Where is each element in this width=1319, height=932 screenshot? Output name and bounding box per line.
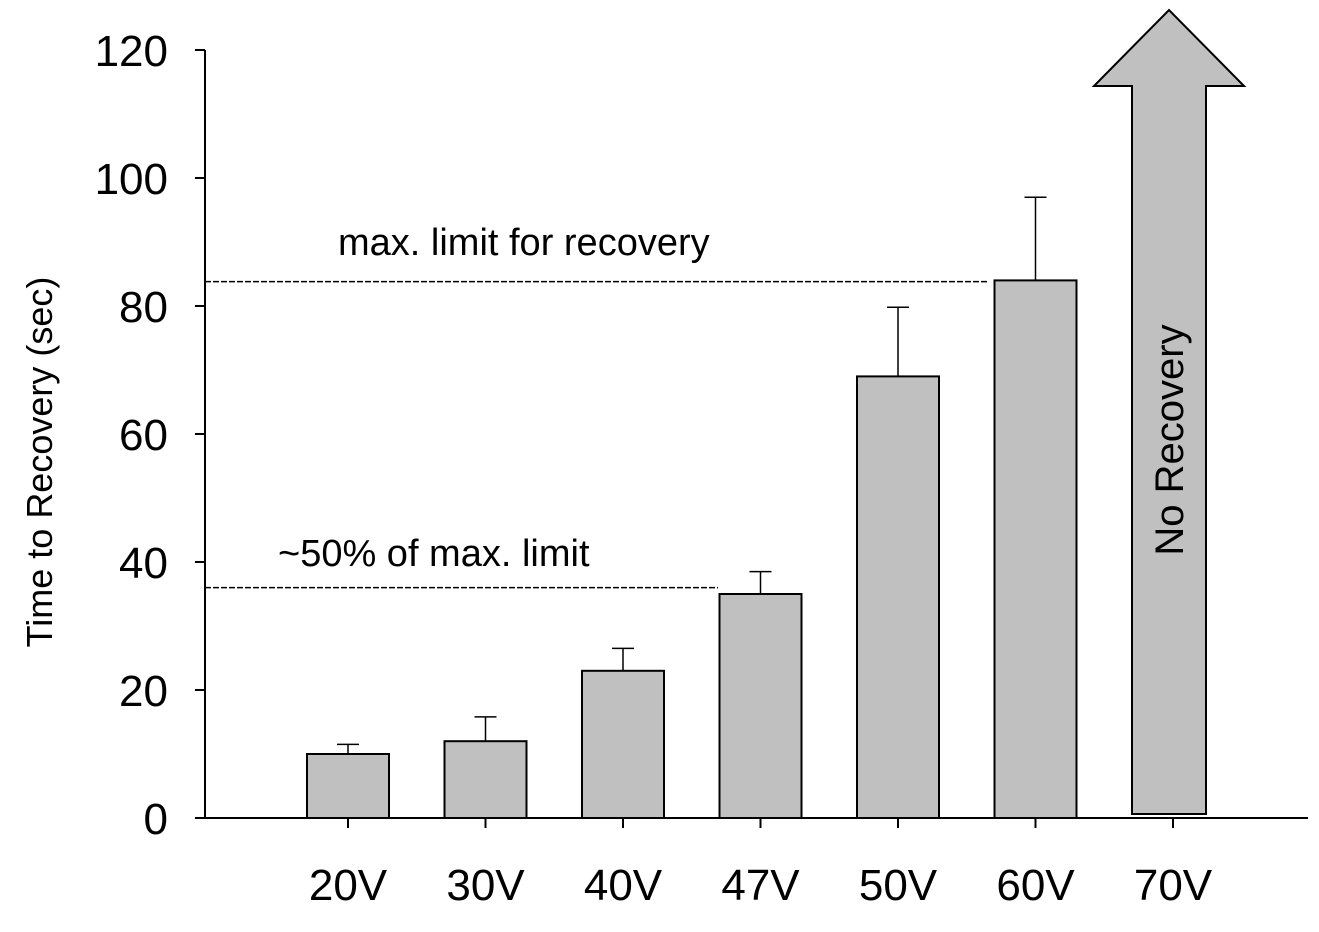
x-tick-label: 20V [309, 861, 388, 910]
bar [306, 753, 390, 819]
y-tick-label: 0 [144, 795, 168, 844]
y-axis-title: Time to Recovery (sec) [19, 277, 60, 648]
bar [993, 279, 1078, 819]
y-tick-label: 100 [95, 155, 168, 204]
x-tick-label: 47V [721, 861, 800, 910]
arrow-shape [1091, 8, 1247, 815]
no-recovery-arrow: No Recovery [1091, 8, 1247, 815]
x-tick-label: 40V [584, 861, 663, 910]
annotation-label: ~50% of max. limit [278, 533, 590, 575]
y-tick-label: 120 [95, 27, 168, 76]
no-recovery-label: No Recovery [1148, 324, 1192, 555]
annotations: max. limit for recovery ~50% of max. limi… [205, 222, 988, 589]
x-tick-label: 70V [1134, 861, 1213, 910]
annotation-label: max. limit for recovery [338, 222, 710, 264]
y-tick-label: 20 [119, 667, 168, 716]
bars [306, 196, 1078, 820]
x-tick-label: 50V [859, 861, 938, 910]
bar [718, 593, 803, 819]
bar [581, 669, 665, 819]
bar [856, 375, 940, 819]
y-tick-label: 60 [119, 411, 168, 460]
x-tick-label: 60V [996, 861, 1075, 910]
y-tick-label: 80 [119, 283, 168, 332]
x-tick-label: 30V [446, 861, 525, 910]
axes: 0 20 40 60 80 100 120 20V 30V 40V 47V 50V 60V 70V [95, 27, 1308, 910]
y-tick-label: 40 [119, 539, 168, 588]
bar [443, 740, 528, 820]
